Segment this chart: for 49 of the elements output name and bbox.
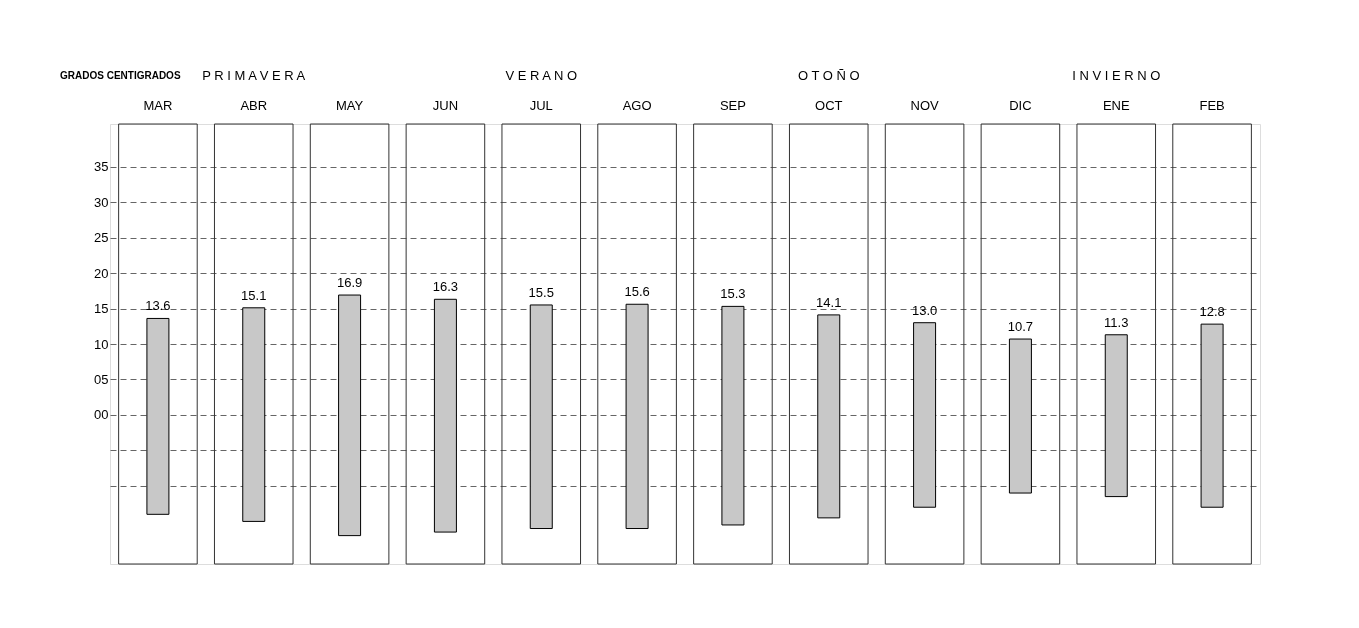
y-tick-label: 05 <box>94 371 109 387</box>
data-label: 14.1 <box>816 294 842 310</box>
data-label: 15.5 <box>528 284 554 300</box>
y-tick-label: 30 <box>94 194 109 210</box>
data-label: 10.7 <box>1007 319 1034 335</box>
bar <box>1200 323 1224 508</box>
data-label: 16.9 <box>336 275 363 291</box>
data-label: 15.3 <box>720 286 746 302</box>
x-tick-label: ABR <box>240 97 268 113</box>
y-tick-label: 20 <box>94 265 109 281</box>
x-tick-label: MAY <box>335 97 364 113</box>
y-axis-title: GRADOS CENTIGRADOS <box>60 70 181 81</box>
y-tick-label: 00 <box>94 407 109 423</box>
bar <box>1008 338 1032 494</box>
bar <box>625 303 649 530</box>
text: V E R A N O <box>505 68 578 83</box>
bar <box>1104 334 1128 498</box>
y-tick-label: 15 <box>94 301 109 317</box>
text: I N V I E R N O <box>1072 68 1161 83</box>
x-tick-label: FEB <box>1199 97 1225 113</box>
bar <box>433 298 457 533</box>
data-label: 16.3 <box>432 279 459 295</box>
bar <box>338 294 362 537</box>
y-tick-label: 25 <box>94 230 109 246</box>
x-tick-label: SEP <box>719 97 746 113</box>
bar <box>529 304 553 530</box>
data-label: 13.6 <box>145 298 171 314</box>
bar <box>146 317 170 515</box>
bar <box>913 322 937 508</box>
y-tick-label: 10 <box>94 336 109 352</box>
x-tick-label: DIC <box>1009 97 1032 113</box>
bar <box>817 314 841 519</box>
y-tick-label: 35 <box>94 159 109 175</box>
x-tick-label: ENE <box>1102 97 1130 113</box>
x-tick-label: JUL <box>529 97 553 113</box>
data-label: 12.8 <box>1199 304 1225 320</box>
x-tick-label: OCT <box>815 97 843 113</box>
bar <box>721 305 745 526</box>
x-tick-label: JUN <box>432 97 459 113</box>
x-tick-label: NOV <box>910 97 939 113</box>
data-label: 13.0 <box>911 302 938 318</box>
text: P R I M A V E R A <box>202 68 306 83</box>
data-label: 15.1 <box>241 287 267 303</box>
x-tick-label: AGO <box>622 97 652 113</box>
data-label: 11.3 <box>1104 314 1129 330</box>
x-tick-label: MAR <box>143 97 173 113</box>
bar <box>242 307 266 522</box>
text: O T O Ñ O <box>797 68 860 83</box>
data-label: 15.6 <box>624 284 650 300</box>
